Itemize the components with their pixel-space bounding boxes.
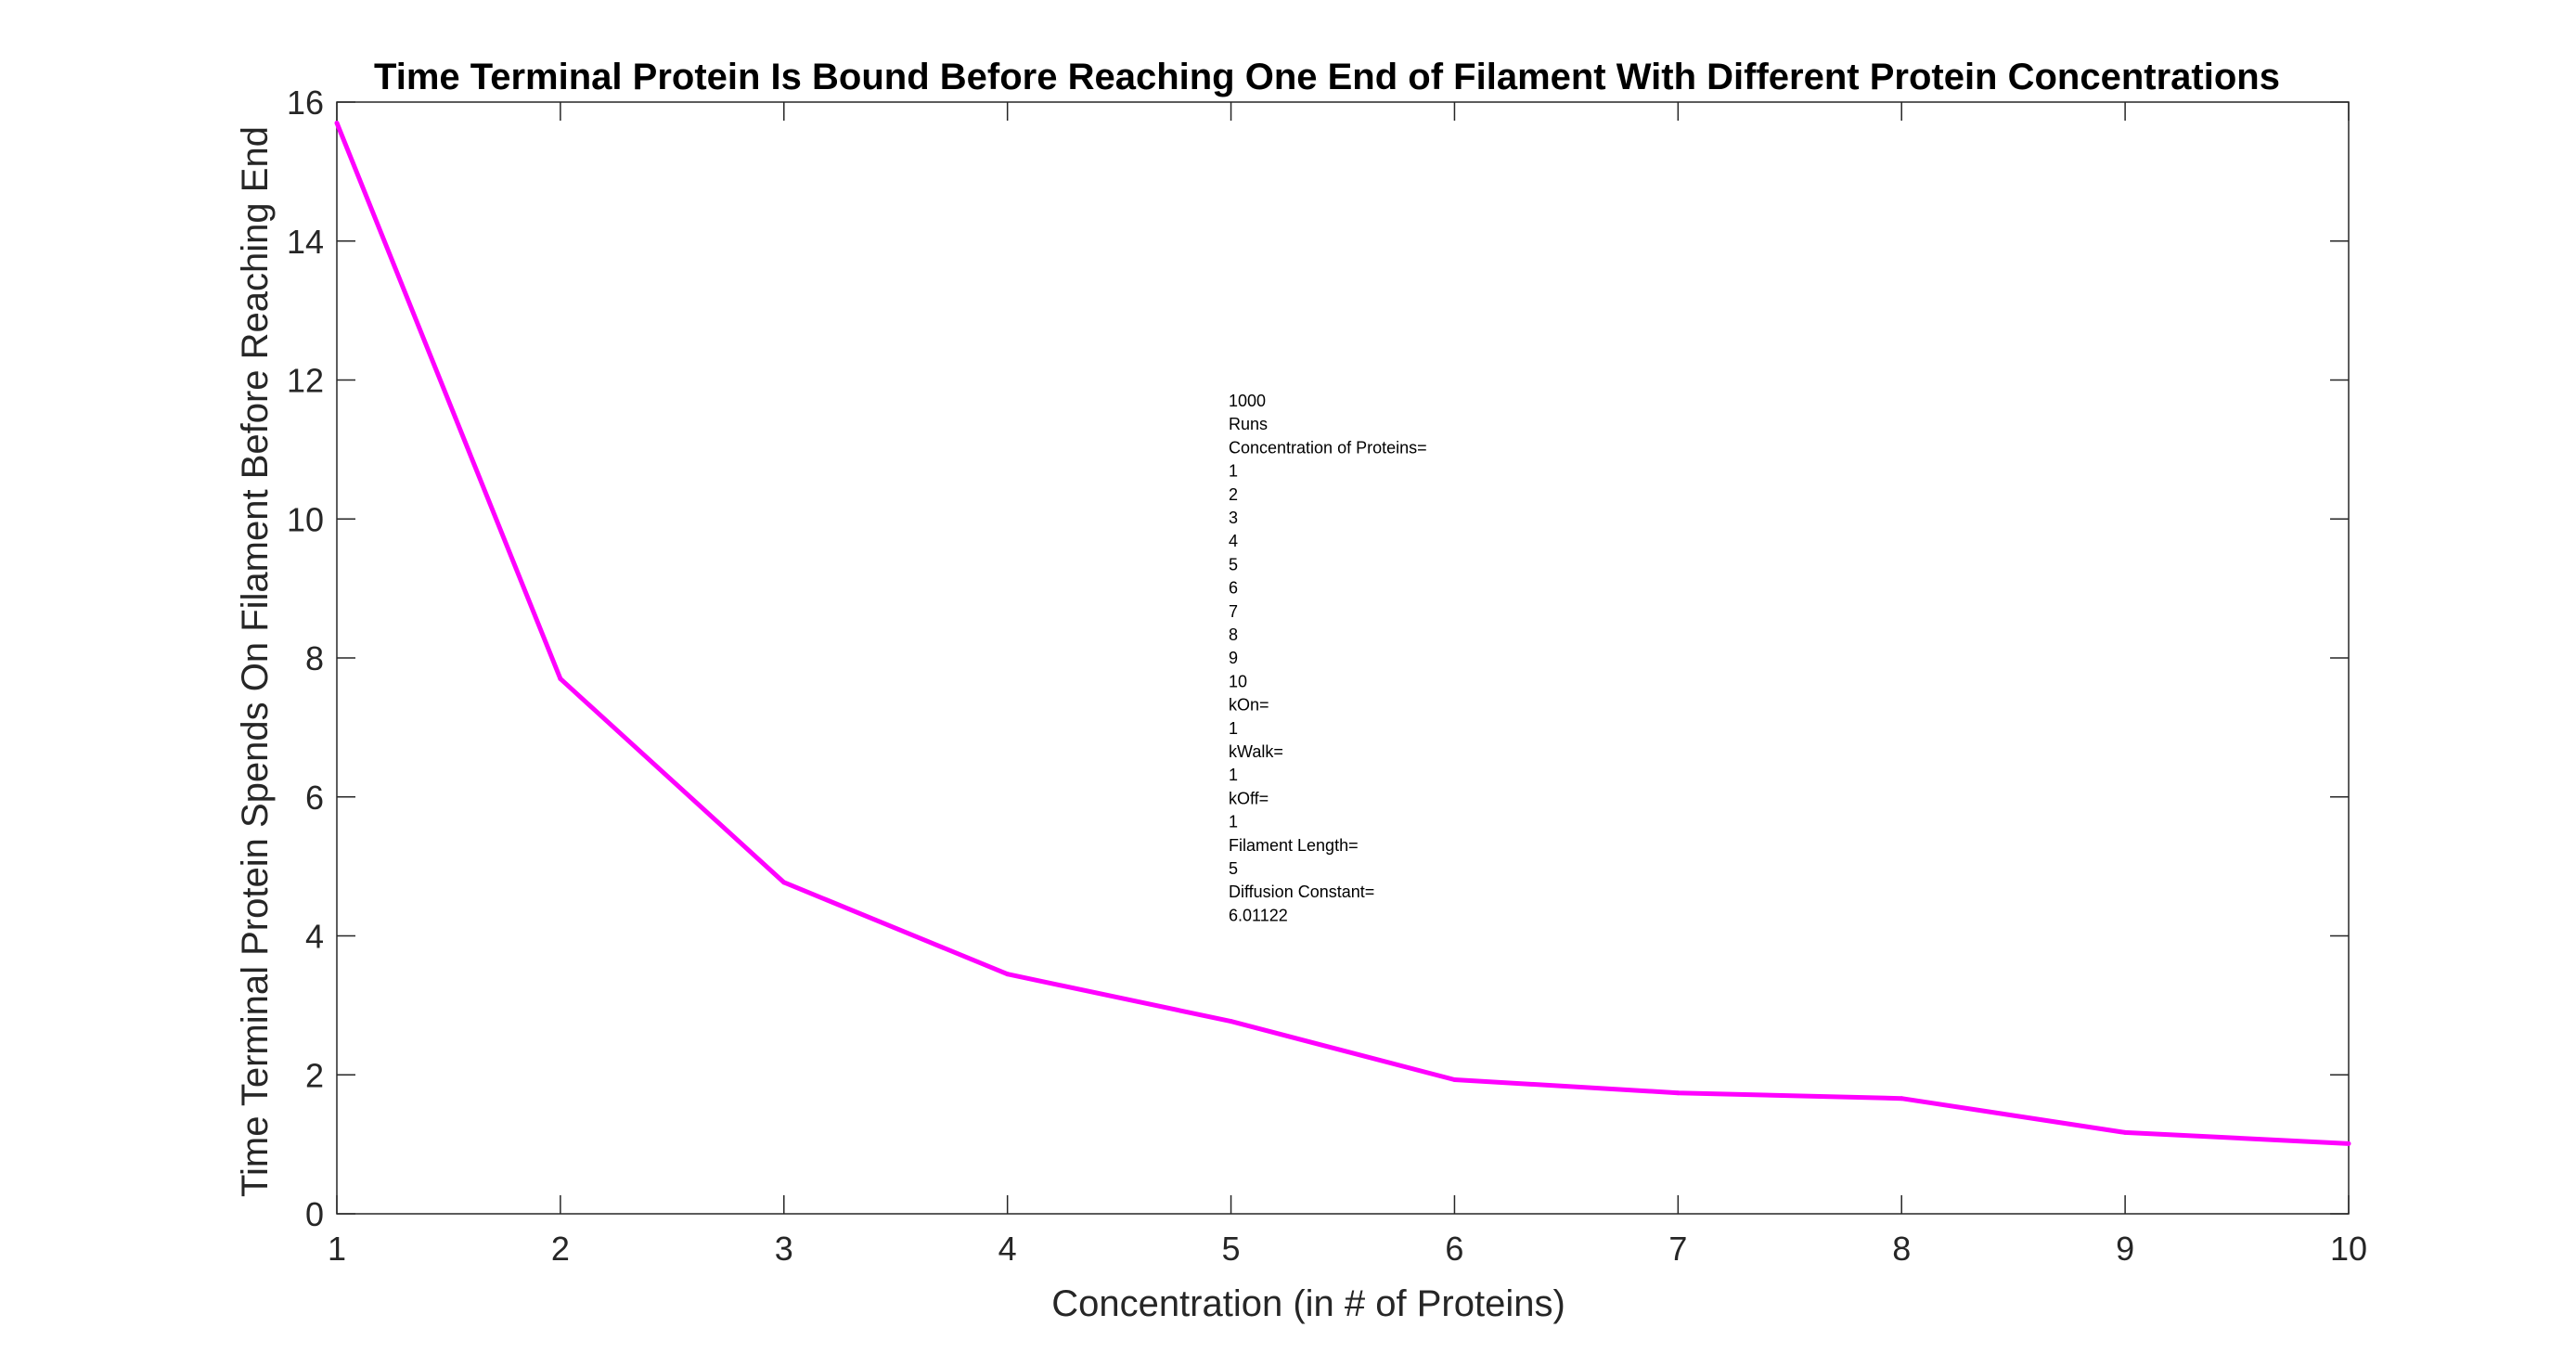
y-tick-label: 6 [305,779,324,817]
annotation-line: Filament Length= [1229,836,1359,855]
data-point [2122,1129,2128,1135]
y-tick-label: 14 [287,223,324,261]
data-point [1675,1090,1681,1096]
data-point [1005,972,1011,977]
annotation-line: 1 [1229,813,1238,831]
data-point [781,880,787,885]
y-axis-label: Time Terminal Protein Spends On Filament… [235,126,276,1197]
y-tick-label: 8 [305,639,324,677]
x-tick-label: 7 [1668,1230,1687,1268]
data-point [2346,1140,2351,1146]
annotation-line: Runs [1229,415,1268,433]
x-tick-label: 9 [2116,1230,2134,1268]
annotation-line: 10 [1229,672,1247,690]
data-point [1899,1096,1904,1102]
annotation-line: kOff= [1229,789,1269,807]
x-tick-label: 4 [998,1230,1017,1268]
annotation-line: 5 [1229,555,1238,573]
x-tick-label: 3 [775,1230,793,1268]
data-point [558,676,563,681]
annotation-line: 1000 [1229,392,1266,410]
data-point [1451,1076,1457,1082]
annotation-line: 5 [1229,859,1238,878]
y-tick-label: 10 [287,500,324,538]
annotation-line: 1 [1229,766,1238,784]
data-point [1229,1019,1234,1024]
series-line [334,122,2350,1146]
series-layer [334,120,2351,1146]
annotation-line: 8 [1229,625,1238,644]
annotation-line: kOn= [1229,696,1269,715]
data-point [334,120,340,125]
y-tick-label: 4 [305,918,324,956]
annotation-line: 4 [1229,532,1238,550]
annotation-line: 6 [1229,579,1238,598]
plot-area [336,101,2350,1215]
annotation-line: 6.01122 [1229,906,1288,924]
annotation-line: Concentration of Proteins= [1229,438,1427,457]
annotation-line: 3 [1229,509,1238,527]
x-tick-label: 1 [328,1230,346,1268]
annotation-line: 7 [1229,602,1238,621]
x-tick-label: 2 [551,1230,570,1268]
y-tick-label: 2 [305,1056,324,1094]
x-tick-label: 5 [1222,1230,1241,1268]
annotation-box: 1000 Runs Concentration of Proteins= 1 2 3 4 5 6… [1229,392,1427,924]
chart-title: Time Terminal Protein Is Bound Before Re… [374,57,2280,97]
y-tick-label: 0 [305,1195,324,1233]
axes-box [336,101,2350,1215]
x-axis-label: Concentration (in # of Proteins) [1051,1283,1565,1324]
y-tick-label: 12 [287,362,324,400]
annotation-line: 1 [1229,462,1238,481]
annotation-line: 1 [1229,719,1238,738]
annotation-line: kWalk= [1229,742,1283,761]
y-tick-label: 16 [287,84,324,122]
annotation-line: 2 [1229,485,1238,504]
x-tick-label: 10 [2330,1230,2367,1268]
x-tick-label: 6 [1445,1230,1463,1268]
annotation-line: 9 [1229,649,1238,667]
x-tick-label: 8 [1892,1230,1911,1268]
x-axis: 1 2 3 4 5 6 7 8 9 10 [328,102,2367,1268]
annotation-line: Diffusion Constant= [1229,883,1374,901]
